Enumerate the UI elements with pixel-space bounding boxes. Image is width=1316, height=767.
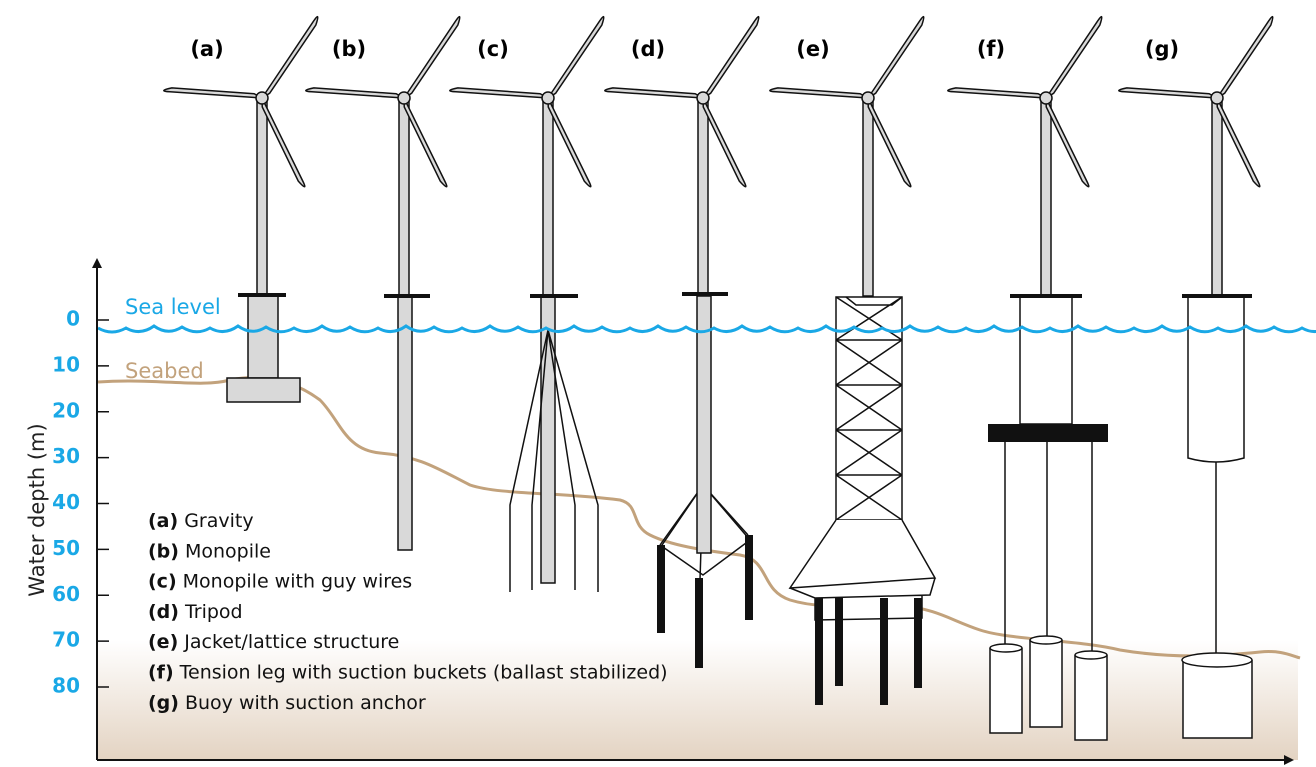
hub <box>255 91 269 105</box>
rotor <box>157 15 337 200</box>
seabed-label: Seabed <box>125 359 204 383</box>
legend-text: Buoy with suction anchor <box>185 691 426 713</box>
legend-text: Tripod <box>184 600 243 622</box>
turbines <box>157 15 1292 297</box>
legend-key: (a) <box>148 510 178 532</box>
legend-text: Tension leg with suction buckets (ballas… <box>179 661 668 683</box>
turbine-label: (b) <box>332 37 366 61</box>
tick-label: 30 <box>52 444 80 468</box>
tower <box>256 99 268 297</box>
legend-text: Monopile with guy wires <box>183 570 413 592</box>
sea-surface <box>97 324 1316 334</box>
tick-label: 60 <box>52 582 80 606</box>
legend-item: (g) Buoy with suction anchor <box>148 691 426 713</box>
legend-key: (g) <box>148 691 179 713</box>
legend-key: (f) <box>148 661 174 683</box>
foundations <box>226 292 1253 741</box>
axis <box>92 258 1294 765</box>
hub <box>397 91 411 105</box>
legend-item: (b) Monopile <box>148 540 271 562</box>
rotor <box>1112 15 1292 200</box>
tower <box>697 99 709 297</box>
hub <box>696 91 710 105</box>
legend-item: (a) Gravity <box>148 510 254 532</box>
tower <box>1211 99 1223 297</box>
tick-label: 0 <box>66 307 80 331</box>
legend-item: (c) Monopile with guy wires <box>148 570 412 592</box>
tower <box>542 99 554 297</box>
sea-level-label: Sea level <box>125 295 221 319</box>
legend-text: Jacket/lattice structure <box>183 631 399 653</box>
legend: (a) Gravity(b) Monopile (c) Monopile with gu… <box>148 510 668 714</box>
tick-label: 20 <box>52 398 80 422</box>
legend-item: (e) Jacket/lattice structure <box>148 631 399 653</box>
hub <box>1039 91 1053 105</box>
rotor <box>598 15 778 200</box>
tick-label: 40 <box>52 490 80 514</box>
legend-item: (d) Tripod <box>148 600 243 622</box>
tick-label: 70 <box>52 628 80 652</box>
turbine-label: (d) <box>631 37 665 61</box>
ticks: 0 10 20 30 40 50 60 70 80 <box>52 307 109 698</box>
tick-label: 80 <box>52 674 80 698</box>
turbine-label: (f) <box>977 37 1005 61</box>
turbine-label: (e) <box>796 37 829 61</box>
tick-label: 50 <box>52 536 80 560</box>
legend-item: (f) Tension leg with suction buckets (bal… <box>148 661 668 683</box>
rotor <box>763 15 943 200</box>
legend-text: Monopile <box>185 540 271 562</box>
axis-label: Water depth (m) <box>25 423 49 596</box>
tower <box>398 99 410 297</box>
turbine-label: (c) <box>477 37 509 61</box>
hub <box>861 91 875 105</box>
tower <box>1040 99 1052 297</box>
turbine-label: (a) <box>190 37 223 61</box>
legend-key: (c) <box>148 570 177 592</box>
tower <box>862 99 874 297</box>
legend-text: Gravity <box>184 510 253 532</box>
rotor <box>941 15 1121 200</box>
legend-key: (d) <box>148 600 179 622</box>
legend-key: (e) <box>148 631 178 653</box>
rotor <box>443 15 623 200</box>
hub <box>1210 91 1224 105</box>
legend-key: (b) <box>148 540 179 562</box>
rotor <box>299 15 479 200</box>
turbine-labels: (a) (b) (c) (d) (e) (f) (g) <box>190 37 1179 61</box>
hub <box>541 91 555 105</box>
turbine-label: (g) <box>1145 37 1179 61</box>
tick-label: 10 <box>52 352 80 376</box>
seabed-line <box>97 376 1301 660</box>
